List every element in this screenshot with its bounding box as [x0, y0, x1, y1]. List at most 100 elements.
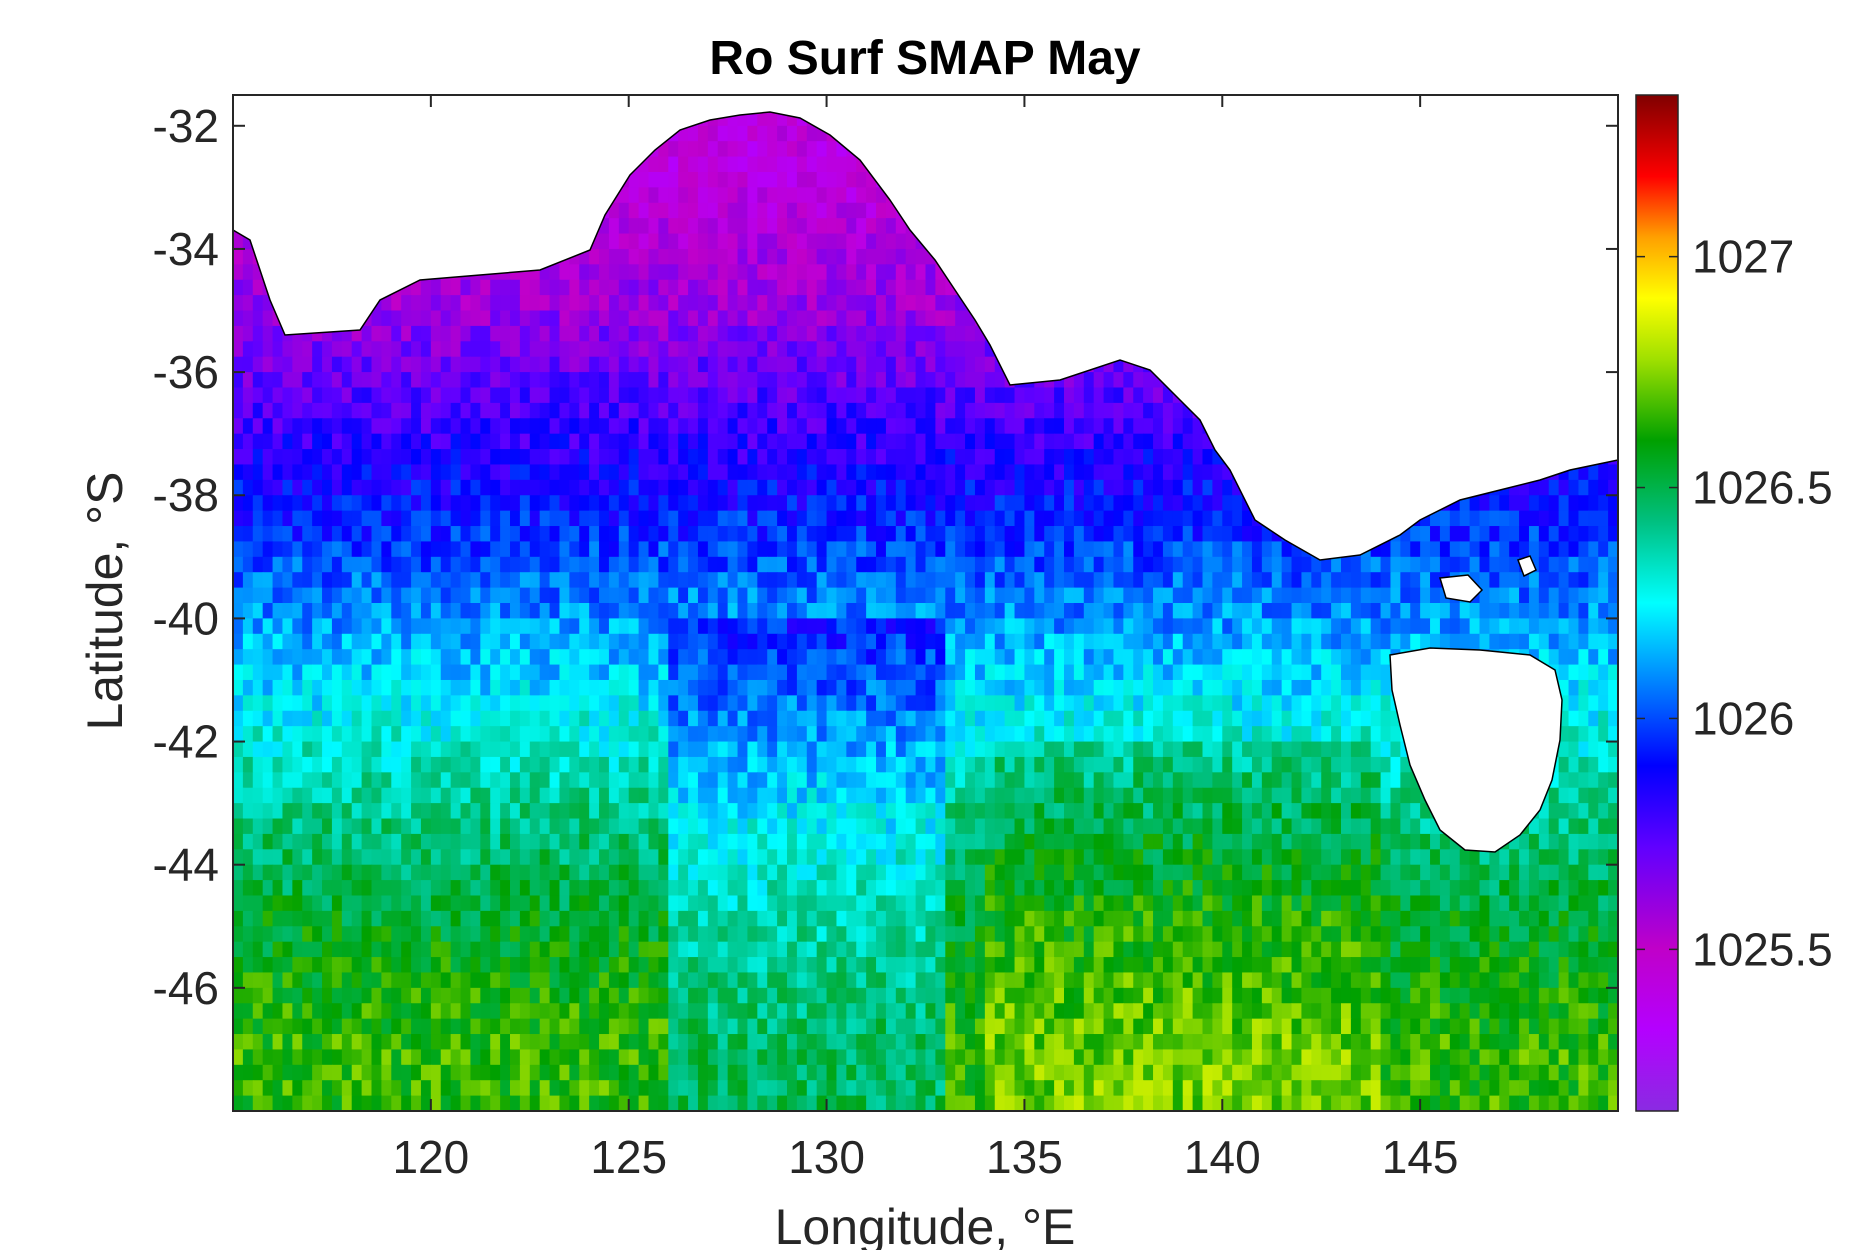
- heatmap-cell: [876, 187, 887, 204]
- heatmap-cell: [826, 187, 838, 204]
- heatmap-cell: [787, 510, 798, 527]
- heatmap-cell: [460, 479, 472, 496]
- heatmap-cell: [1093, 387, 1105, 404]
- heatmap-cell: [1212, 495, 1223, 512]
- heatmap-cell: [1568, 526, 1580, 543]
- heatmap-cell: [242, 325, 254, 342]
- heatmap-cell: [856, 479, 867, 496]
- heatmap-cell: [816, 264, 828, 281]
- heatmap-cell: [1143, 402, 1154, 419]
- heatmap-cell: [717, 449, 729, 466]
- heatmap-cell: [559, 418, 570, 435]
- heatmap-cell: [529, 526, 541, 543]
- heatmap-cell: [727, 279, 739, 296]
- heatmap-cell: [777, 556, 788, 573]
- heatmap-cell: [757, 248, 768, 265]
- heatmap-cell: [1331, 587, 1342, 604]
- heatmap-cell: [1509, 510, 1520, 527]
- heatmap-cell: [1548, 510, 1560, 527]
- heatmap-cell: [391, 633, 402, 650]
- heatmap-cell: [618, 418, 630, 435]
- heatmap-cell: [252, 495, 264, 512]
- heatmap-cell: [1064, 587, 1075, 604]
- heatmap-cell: [866, 464, 877, 481]
- heatmap-cell: [1350, 618, 1362, 635]
- heatmap-cell: [430, 449, 442, 466]
- heatmap-cell: [984, 387, 996, 404]
- heatmap-cell: [945, 479, 956, 496]
- heatmap-cell: [836, 464, 847, 481]
- heatmap-cell: [1212, 449, 1223, 466]
- heatmap-cell: [490, 618, 501, 635]
- heatmap-cell: [806, 171, 818, 188]
- heatmap-cell: [717, 402, 729, 419]
- heatmap-cell: [638, 341, 650, 358]
- heatmap-cell: [717, 202, 729, 219]
- heatmap-cell: [1083, 618, 1095, 635]
- heatmap-cell: [1004, 572, 1016, 589]
- heatmap-cell: [1439, 510, 1451, 527]
- heatmap-cell: [401, 449, 412, 466]
- heatmap-cell: [816, 248, 828, 265]
- heatmap-cell: [282, 603, 293, 619]
- heatmap-cell: [777, 387, 788, 404]
- heatmap-cell: [638, 526, 650, 543]
- heatmap-cell: [420, 387, 432, 404]
- heatmap-cell: [658, 603, 669, 619]
- heatmap-cell: [490, 572, 501, 589]
- heatmap-cell: [876, 279, 887, 296]
- heatmap-cell: [935, 633, 946, 650]
- heatmap-cell: [945, 572, 956, 589]
- heatmap-cell: [322, 418, 333, 435]
- heatmap-cell: [658, 218, 669, 235]
- heatmap-cell: [1162, 418, 1174, 435]
- heatmap-cell: [559, 556, 570, 573]
- heatmap-cell: [252, 387, 264, 404]
- heatmap-cell: [1192, 418, 1204, 435]
- heatmap-cell: [994, 572, 1006, 589]
- heatmap-cell: [242, 433, 254, 450]
- heatmap-cell: [678, 387, 689, 404]
- heatmap-cell: [1153, 479, 1164, 496]
- heatmap-cell: [589, 372, 600, 389]
- heatmap-cell: [1251, 526, 1263, 543]
- heatmap-cell: [688, 187, 699, 204]
- heatmap-cell: [767, 433, 778, 450]
- heatmap-cell: [1103, 603, 1115, 619]
- heatmap-cell: [688, 526, 699, 543]
- heatmap-cell: [974, 526, 986, 543]
- heatmap-cell: [242, 603, 254, 619]
- heatmap-cell: [510, 464, 521, 481]
- heatmap-cell: [420, 464, 432, 481]
- heatmap-cell: [391, 464, 402, 481]
- heatmap-cell: [341, 618, 353, 635]
- heatmap-cell: [935, 433, 946, 450]
- heatmap-cell: [836, 372, 847, 389]
- heatmap-cell: [707, 510, 719, 527]
- heatmap-cell: [876, 572, 887, 589]
- heatmap-cell: [470, 310, 481, 327]
- heatmap-cell: [1588, 572, 1599, 589]
- heatmap-cell: [500, 372, 511, 389]
- heatmap-cell: [440, 418, 452, 435]
- heatmap-cell: [401, 279, 412, 296]
- heatmap-cell: [668, 633, 679, 650]
- heatmap-cell: [1479, 618, 1490, 635]
- heatmap-cell: [895, 325, 907, 342]
- heatmap-cell: [668, 572, 679, 589]
- heatmap-cell: [1588, 618, 1599, 635]
- heatmap-cell: [974, 479, 986, 496]
- heatmap-cell: [895, 633, 907, 650]
- heatmap-cell: [688, 556, 699, 573]
- heatmap-cell: [707, 356, 719, 373]
- heatmap-cell: [1588, 526, 1599, 543]
- heatmap-cell: [846, 495, 857, 512]
- heatmap-cell: [1054, 633, 1065, 650]
- heatmap-cell: [539, 295, 551, 312]
- heatmap-cell: [628, 387, 640, 404]
- heatmap-cell: [1093, 479, 1105, 496]
- heatmap-cell: [618, 541, 630, 558]
- heatmap-cell: [490, 541, 501, 558]
- heatmap-cell: [1489, 510, 1500, 527]
- heatmap-cell: [1499, 510, 1510, 527]
